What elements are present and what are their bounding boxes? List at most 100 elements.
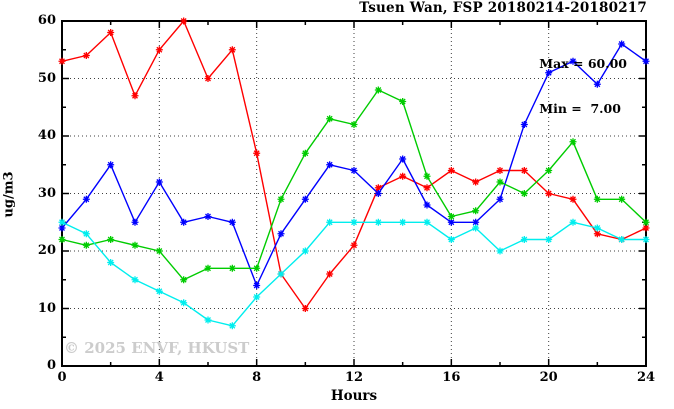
data-point-marker-green: [350, 121, 358, 128]
data-point-marker-green: [472, 207, 480, 215]
data-point-marker-blue: [642, 57, 650, 65]
data-point-marker-red: [593, 230, 601, 238]
data-point-marker-red: [472, 178, 480, 186]
x-axis-tick-label: 12: [344, 370, 364, 385]
data-point-marker-red: [642, 224, 650, 232]
data-point-marker-red: [496, 167, 504, 174]
data-point-marker-cyan: [399, 218, 407, 226]
data-point-marker-cyan: [253, 293, 261, 301]
data-point-marker-red: [301, 305, 309, 312]
data-point-marker-blue: [58, 224, 66, 232]
data-point-marker-blue: [423, 201, 431, 209]
data-point-marker-blue: [447, 218, 455, 226]
data-point-marker-green: [228, 264, 236, 272]
data-point-marker-red: [253, 149, 261, 157]
data-point-marker-blue: [374, 190, 382, 197]
data-point-marker-blue: [155, 178, 163, 186]
data-point-marker-blue: [545, 69, 553, 77]
y-axis-tick-label: 10: [37, 300, 56, 316]
data-point-marker-cyan: [520, 236, 528, 243]
data-point-marker-blue: [180, 218, 188, 226]
series-blue: [58, 40, 650, 289]
x-axis-tick-label: 20: [539, 370, 558, 385]
data-point-marker-blue: [520, 121, 528, 128]
data-point-marker-green: [520, 190, 528, 197]
series-green: [58, 86, 650, 284]
data-point-marker-green: [545, 167, 553, 174]
data-point-marker-blue: [350, 167, 358, 174]
data-point-marker-cyan: [277, 270, 285, 278]
x-axis-label: Hours: [330, 388, 378, 404]
data-point-marker-green: [301, 149, 309, 157]
legend-annotation: Max = 60.00 Min = 7.00: [539, 26, 627, 146]
data-point-marker-blue: [228, 218, 236, 226]
data-point-marker-cyan: [496, 247, 504, 255]
data-point-marker-red: [326, 270, 334, 278]
data-point-marker-cyan: [423, 218, 431, 226]
data-point-marker-green: [326, 115, 334, 123]
data-point-marker-green: [277, 195, 285, 203]
data-point-marker-green: [374, 86, 382, 94]
data-point-marker-red: [374, 184, 382, 192]
data-point-marker-green: [593, 195, 601, 203]
data-point-marker-cyan: [545, 236, 553, 243]
data-point-marker-green: [82, 241, 90, 249]
data-point-marker-red: [350, 241, 358, 249]
x-axis-tick-label: 16: [442, 370, 461, 385]
series-cyan: [58, 218, 650, 330]
data-point-marker-cyan: [58, 218, 66, 226]
y-axis-tick-label: 0: [46, 358, 56, 373]
data-point-marker-red: [399, 172, 407, 180]
data-point-marker-red: [228, 46, 236, 54]
data-point-marker-blue: [301, 195, 309, 203]
plot-border: [61, 20, 647, 367]
data-point-marker-red: [545, 190, 553, 197]
data-point-marker-blue: [82, 195, 90, 203]
data-point-marker-red: [131, 92, 139, 100]
data-point-marker-green: [155, 247, 163, 255]
data-point-marker-cyan: [228, 322, 236, 330]
data-point-marker-cyan: [374, 218, 382, 226]
legend-max-value: Max = 60.00: [539, 56, 627, 71]
data-point-marker-cyan: [180, 299, 188, 307]
data-point-marker-blue: [399, 155, 407, 163]
data-point-marker-green: [253, 264, 261, 272]
data-point-marker-green: [642, 218, 650, 226]
data-point-marker-green: [618, 195, 626, 203]
data-point-marker-red: [107, 29, 115, 36]
data-point-marker-blue: [326, 161, 334, 169]
data-point-marker-green: [447, 213, 455, 220]
y-axis-tick-label: 20: [37, 243, 56, 258]
data-point-marker-cyan: [472, 224, 480, 232]
data-point-marker-red: [204, 75, 212, 82]
data-point-marker-blue: [496, 195, 504, 203]
data-point-marker-blue: [472, 218, 480, 226]
data-point-marker-cyan: [447, 236, 455, 243]
data-point-marker-cyan: [642, 236, 650, 243]
data-point-marker-cyan: [326, 218, 334, 226]
x-axis-tick-label: 8: [252, 370, 262, 385]
data-point-marker-cyan: [204, 316, 212, 324]
x-axis-tick-label: 0: [57, 370, 67, 385]
x-axis-tick-label: 4: [154, 370, 164, 385]
data-point-marker-blue: [618, 40, 626, 48]
y-axis-tick-label: 30: [37, 185, 56, 201]
data-point-marker-cyan: [618, 236, 626, 243]
data-point-marker-cyan: [82, 230, 90, 238]
y-axis-tick-label: 40: [37, 128, 56, 143]
data-point-marker-blue: [569, 57, 577, 65]
copyright-watermark: © 2025 ENVF, HKUST: [64, 339, 250, 357]
data-point-marker-blue: [107, 161, 115, 169]
data-point-marker-cyan: [569, 218, 577, 226]
data-point-marker-cyan: [350, 218, 358, 226]
data-point-marker-cyan: [107, 259, 115, 266]
chart-title: Tsuen Wan, FSP 20180214-20180217: [359, 0, 647, 16]
data-point-marker-red: [569, 195, 577, 203]
data-point-marker-green: [107, 236, 115, 243]
x-axis-tick-label: 24: [636, 370, 656, 385]
data-point-marker-red: [58, 57, 66, 65]
data-point-marker-green: [569, 138, 577, 146]
data-point-marker-green: [58, 236, 66, 243]
y-axis-tick-label: 60: [37, 13, 56, 28]
